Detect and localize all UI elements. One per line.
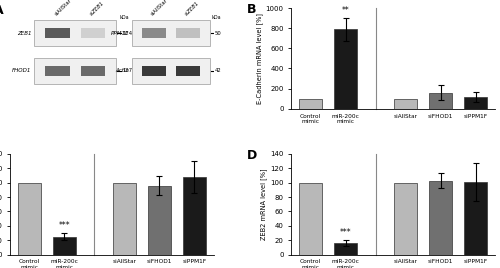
Bar [45, 66, 70, 76]
Bar [132, 58, 210, 84]
Bar [464, 97, 487, 109]
Text: kDa: kDa [119, 15, 128, 20]
Text: siZEB1: siZEB1 [184, 1, 201, 17]
Bar [394, 183, 417, 255]
Text: ***: *** [340, 228, 351, 237]
Bar [183, 177, 206, 255]
Text: A: A [0, 4, 4, 17]
Text: kDa: kDa [212, 15, 222, 20]
Bar [113, 183, 136, 255]
Bar [334, 29, 357, 109]
Bar [176, 66, 200, 76]
Bar [34, 58, 116, 84]
Text: ***: *** [58, 221, 70, 230]
Bar [148, 186, 171, 255]
Bar [429, 181, 452, 255]
Text: 127: 127 [122, 68, 132, 73]
Text: D: D [246, 149, 256, 162]
Text: **: ** [342, 6, 349, 14]
Bar [394, 99, 417, 109]
Bar [299, 183, 322, 255]
Y-axis label: E-Cadherin mRNA level [%]: E-Cadherin mRNA level [%] [256, 13, 263, 104]
Text: ZEB1: ZEB1 [17, 31, 32, 36]
Bar [429, 93, 452, 109]
Bar [81, 66, 106, 76]
Bar [464, 182, 487, 255]
Bar [45, 28, 70, 38]
Text: siAllStar: siAllStar [150, 0, 170, 17]
Bar [176, 28, 200, 38]
Text: FHOD1: FHOD1 [12, 68, 32, 73]
Bar [34, 20, 116, 46]
Bar [81, 28, 106, 38]
Bar [299, 99, 322, 109]
Bar [53, 237, 76, 255]
Text: B: B [246, 3, 256, 16]
Text: PPM1F: PPM1F [111, 31, 129, 36]
Y-axis label: ZEB2 mRNA level [%]: ZEB2 mRNA level [%] [260, 169, 268, 240]
Bar [334, 243, 357, 255]
Bar [18, 183, 40, 255]
Text: 50: 50 [215, 31, 222, 36]
Bar [142, 28, 166, 38]
Text: 42: 42 [215, 68, 222, 73]
Text: Actin: Actin [116, 68, 129, 73]
Bar [142, 66, 166, 76]
Text: siAllStar: siAllStar [54, 0, 72, 17]
Text: 124: 124 [122, 31, 132, 36]
Text: siZEB1: siZEB1 [90, 1, 106, 17]
Bar [132, 20, 210, 46]
